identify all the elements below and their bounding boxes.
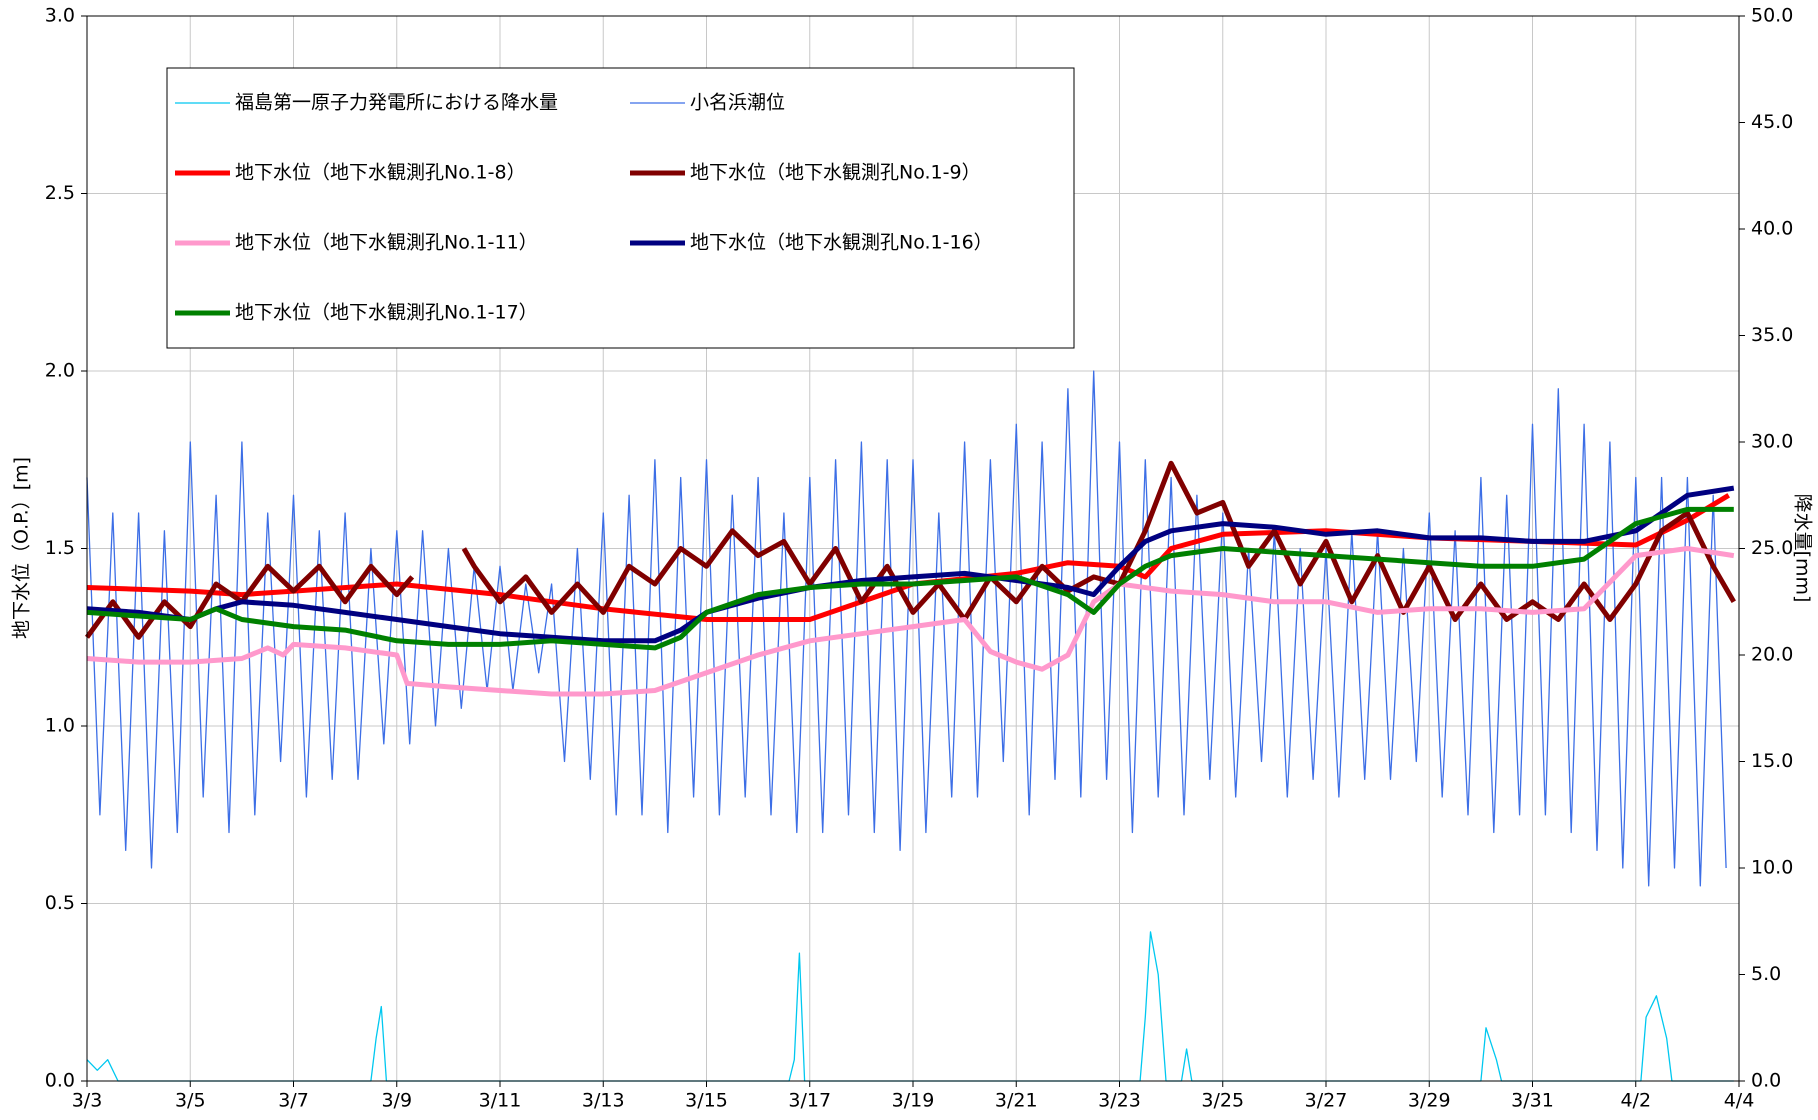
y-axis-label: 地下水位（O.P.）[m] <box>11 457 33 639</box>
plot <box>84 370 1736 1082</box>
x-tick-label: 3/31 <box>1511 1090 1554 1112</box>
y-tick-label: 1.5 <box>45 537 75 559</box>
x-tick-label: 3/9 <box>381 1090 412 1112</box>
plot-frame <box>86 15 1740 1082</box>
x-tick-label: 3/15 <box>685 1090 728 1112</box>
legend: 福島第一原子力発電所における降水量 小名浜潮位地下水位（地下水観測孔No.1-8）… <box>166 67 1075 349</box>
x-tick-label: 3/25 <box>1201 1090 1244 1112</box>
x-tick-label: 3/11 <box>479 1090 522 1112</box>
y2-tick-label: 40.0 <box>1751 218 1793 240</box>
series-line <box>86 931 1734 1082</box>
legend-label: 地下水位（地下水観測孔No.1-16） <box>690 232 993 254</box>
x-tick-label: 3/3 <box>72 1090 103 1112</box>
y2-axis-label: 降水量[mm] <box>1792 494 1814 603</box>
y-tick-label: 3.0 <box>45 5 75 27</box>
y2-tick-label: 5.0 <box>1751 963 1781 985</box>
x-tick-label: 4/4 <box>1724 1090 1755 1112</box>
x-tick-label: 3/13 <box>582 1090 625 1112</box>
x-tick-label: 3/17 <box>788 1090 831 1112</box>
y-tick-label: 0.5 <box>45 892 75 914</box>
x-tick-label: 3/23 <box>1098 1090 1141 1112</box>
y2-tick-label: 20.0 <box>1751 644 1793 666</box>
y2-tick-label: 15.0 <box>1751 750 1793 772</box>
x-tick-label: 3/27 <box>1305 1090 1348 1112</box>
series-line <box>86 485 1735 644</box>
x-tick-label: 3/19 <box>892 1090 935 1112</box>
legend-label: 福島第一原子力発電所における降水量 <box>235 92 558 114</box>
legend-label: 小名浜潮位 <box>690 92 785 114</box>
legend-label: 地下水位（地下水観測孔No.1-8） <box>235 162 526 184</box>
x-tick-label: 3/29 <box>1408 1090 1451 1112</box>
y2-tick-label: 45.0 <box>1751 111 1793 133</box>
y2-tick-label: 0.0 <box>1751 1070 1781 1092</box>
legend-box <box>166 67 1075 349</box>
y-tick-label: 2.5 <box>45 182 75 204</box>
y2-tick-label: 35.0 <box>1751 324 1793 346</box>
x-tick-label: 3/5 <box>175 1090 206 1112</box>
y2-tick-label: 30.0 <box>1751 431 1793 453</box>
series-line <box>86 506 1734 651</box>
series-line <box>86 546 1735 697</box>
x-tick-label: 4/2 <box>1620 1090 1651 1112</box>
legend-label: 地下水位（地下水観測孔No.1-17） <box>235 302 538 324</box>
series-line <box>86 370 1727 887</box>
legend-label: 地下水位（地下水観測孔No.1-11） <box>235 232 538 254</box>
y-tick-label: 0.0 <box>45 1070 75 1092</box>
legend-label: 地下水位（地下水観測孔No.1-9） <box>690 162 981 184</box>
y-tick-label: 2.0 <box>45 360 75 382</box>
x-tick-label: 3/7 <box>278 1090 309 1112</box>
y2-tick-label: 25.0 <box>1751 537 1793 559</box>
x-tick-label: 3/21 <box>995 1090 1038 1112</box>
series-line <box>84 460 1736 640</box>
y-tick-label: 1.0 <box>45 715 75 737</box>
y2-tick-label: 50.0 <box>1751 5 1793 27</box>
y2-tick-label: 10.0 <box>1751 857 1793 879</box>
